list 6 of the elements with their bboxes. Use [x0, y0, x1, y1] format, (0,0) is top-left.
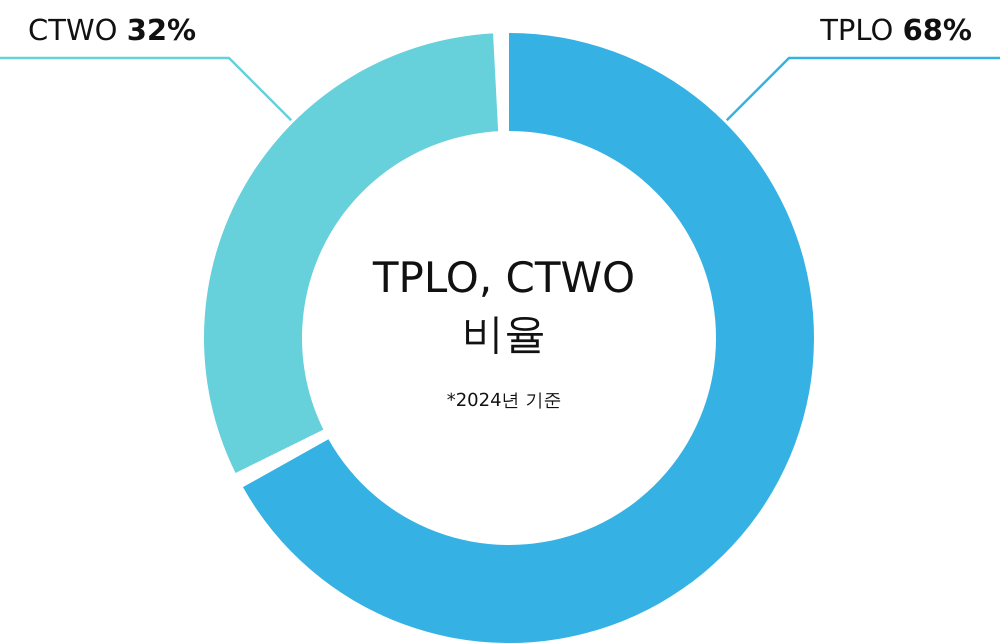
data-label: 68%: [902, 13, 972, 47]
text: TPLO, CTWO 비율: [372, 252, 636, 360]
slice-label: TPLO: [820, 13, 894, 47]
data-label: 32%: [126, 13, 196, 47]
slice-label: CTWO: [28, 13, 118, 47]
text: *2024년 기준: [446, 389, 562, 412]
